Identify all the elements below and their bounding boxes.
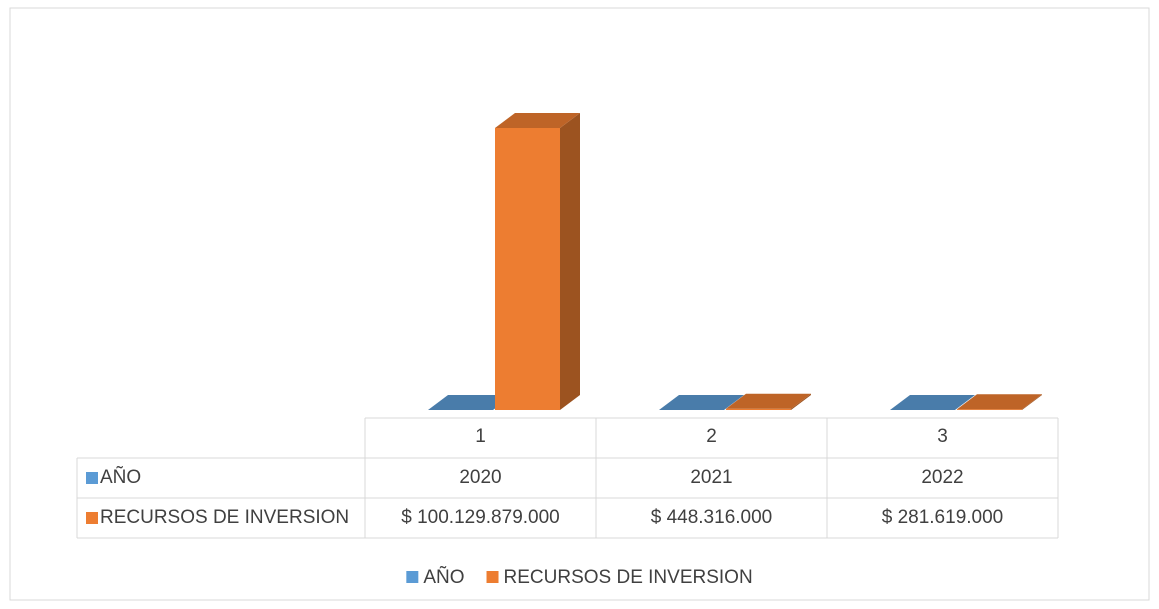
table-row-label: AÑO <box>100 466 141 488</box>
bar-front <box>957 409 1022 410</box>
table-value: $ 100.129.879.000 <box>401 507 560 528</box>
table-row-label: RECURSOS DE INVERSION <box>100 507 349 528</box>
table-value: $ 448.316.000 <box>651 507 773 528</box>
category-label: 3 <box>937 426 948 447</box>
legend-label: AÑO <box>423 566 464 588</box>
table-key <box>86 512 98 524</box>
table-key <box>86 472 98 484</box>
bar-side <box>560 113 580 410</box>
category-label: 1 <box>475 426 486 447</box>
legend-swatch <box>487 571 499 583</box>
category-label: 2 <box>706 426 717 447</box>
bar-front <box>726 409 791 410</box>
legend-swatch <box>406 571 418 583</box>
table-value: $ 281.619.000 <box>882 507 1004 528</box>
table-value: 2021 <box>690 467 732 488</box>
chart: 1 2020 $ 100.129.879.000 2 2021 $ 448.316.000… <box>0 0 1159 609</box>
bar <box>495 113 580 410</box>
table-value: 2022 <box>921 467 963 488</box>
bar-front <box>495 128 560 410</box>
legend: AÑO RECURSOS DE INVERSION <box>406 566 752 588</box>
legend-label: RECURSOS DE INVERSION <box>504 567 753 588</box>
table-value: 2020 <box>459 467 501 488</box>
